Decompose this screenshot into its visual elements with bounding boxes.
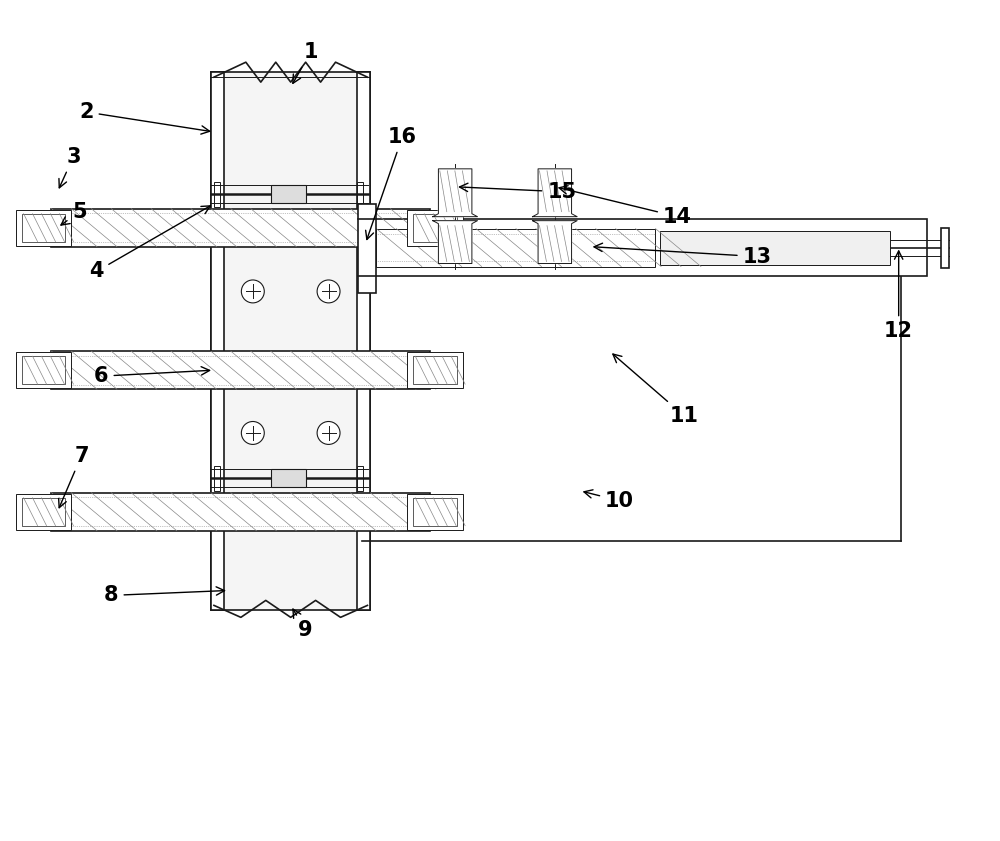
Text: 2: 2 <box>79 102 210 134</box>
Bar <box>16 494 71 530</box>
Bar <box>941 228 949 267</box>
Bar <box>376 229 655 267</box>
Circle shape <box>241 280 264 303</box>
Text: 5: 5 <box>61 202 87 225</box>
Text: 11: 11 <box>613 354 699 426</box>
Bar <box>364 245 370 257</box>
Text: 15: 15 <box>459 182 576 202</box>
Bar <box>660 230 890 265</box>
Text: 8: 8 <box>104 585 225 606</box>
Text: 16: 16 <box>366 127 417 240</box>
Polygon shape <box>433 169 477 217</box>
Text: 6: 6 <box>94 366 210 386</box>
Bar <box>413 214 457 241</box>
Text: 10: 10 <box>584 489 634 510</box>
Bar <box>407 352 463 388</box>
Circle shape <box>317 421 340 444</box>
Text: 3: 3 <box>59 147 81 188</box>
Polygon shape <box>532 169 577 217</box>
Bar <box>357 466 363 491</box>
Bar <box>211 72 224 611</box>
Bar <box>22 498 65 526</box>
Bar <box>357 182 363 207</box>
Bar <box>51 209 430 246</box>
Bar <box>358 204 376 294</box>
Bar <box>407 494 463 530</box>
Bar <box>22 214 65 241</box>
Text: 1: 1 <box>293 42 318 83</box>
Polygon shape <box>433 220 477 263</box>
Bar <box>51 493 430 531</box>
Bar <box>413 498 457 526</box>
Circle shape <box>317 280 340 303</box>
Bar <box>211 72 370 611</box>
Bar <box>407 209 463 246</box>
Bar <box>362 224 372 272</box>
Bar <box>16 352 71 388</box>
Bar <box>358 72 370 611</box>
Text: 7: 7 <box>59 446 89 508</box>
Polygon shape <box>532 220 577 263</box>
Bar <box>271 468 306 487</box>
Text: 9: 9 <box>293 609 313 640</box>
Bar <box>368 219 927 277</box>
Bar <box>51 352 430 389</box>
Text: 14: 14 <box>559 186 692 227</box>
Bar <box>413 357 457 384</box>
Bar <box>357 72 370 611</box>
Bar <box>214 466 220 491</box>
Circle shape <box>241 421 264 444</box>
Text: 4: 4 <box>89 206 210 282</box>
Bar <box>214 182 220 207</box>
Bar <box>22 357 65 384</box>
Text: 12: 12 <box>884 251 913 341</box>
Bar <box>211 72 223 611</box>
Bar <box>16 209 71 246</box>
Text: 13: 13 <box>594 243 772 267</box>
Bar <box>271 185 306 203</box>
